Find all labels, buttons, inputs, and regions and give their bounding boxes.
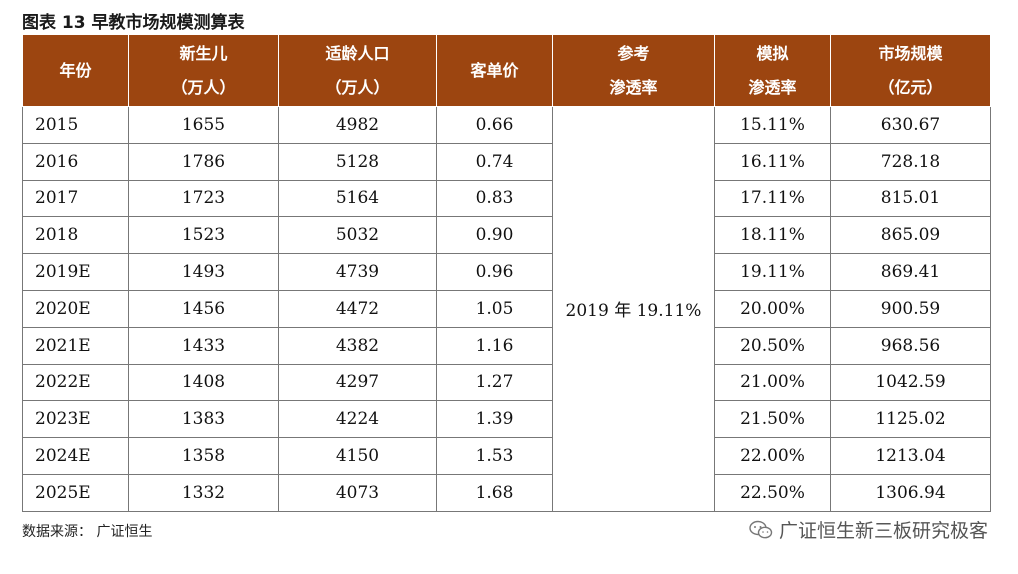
watermark-text: 广证恒生新三板研究极客 bbox=[778, 520, 988, 542]
cell-market: 1213.04 bbox=[830, 437, 991, 475]
cell-sim-rate: 19.11% bbox=[714, 253, 831, 291]
header-newborn: 新生儿 （万人） bbox=[128, 34, 279, 107]
cell-newborn: 1433 bbox=[128, 326, 279, 365]
cell-price: 1.16 bbox=[436, 326, 553, 365]
cell-newborn: 1655 bbox=[128, 106, 279, 144]
cell-market: 900.59 bbox=[830, 289, 991, 328]
market-size-table: 年份 新生儿 （万人） 适龄人口 （万人） 客单价 参考 渗透率 模拟 渗透率 市场规模… bbox=[22, 34, 991, 512]
cell-sim-rate: 20.50% bbox=[714, 326, 831, 365]
cell-population: 4982 bbox=[278, 106, 437, 144]
cell-price: 1.53 bbox=[436, 437, 553, 475]
cell-year: 2025E bbox=[22, 473, 129, 512]
header-population: 适龄人口 （万人） bbox=[278, 34, 437, 107]
cell-market: 1306.94 bbox=[830, 473, 991, 512]
cell-price: 1.27 bbox=[436, 363, 553, 402]
table-row: 2020E 1456 4472 1.05 20.00% 900.59 bbox=[22, 289, 991, 328]
cell-newborn: 1332 bbox=[128, 473, 279, 512]
cell-sim-rate: 20.00% bbox=[714, 289, 831, 328]
table-row: 2021E 1433 4382 1.16 20.50% 968.56 bbox=[22, 326, 991, 365]
cell-market: 968.56 bbox=[830, 326, 991, 365]
cell-sim-rate: 21.00% bbox=[714, 363, 831, 402]
cell-newborn: 1456 bbox=[128, 289, 279, 328]
source-note: 数据来源： 广证恒生 bbox=[22, 524, 153, 540]
cell-population: 5032 bbox=[278, 216, 437, 255]
cell-year: 2019E bbox=[22, 253, 129, 291]
cell-year: 2017 bbox=[22, 179, 129, 218]
table-row: 2019E 1493 4739 0.96 19.11% 869.41 bbox=[22, 253, 991, 291]
wechat-icon bbox=[749, 520, 773, 538]
table-row: 2017 1723 5164 0.83 17.11% 815.01 bbox=[22, 179, 991, 218]
cell-price: 1.68 bbox=[436, 473, 553, 512]
cell-population: 5164 bbox=[278, 179, 437, 218]
cell-newborn: 1358 bbox=[128, 437, 279, 475]
cell-year: 2015 bbox=[22, 106, 129, 144]
cell-reference-rate: 2019 年 19.11% bbox=[552, 106, 715, 512]
table-row: 2018 1523 5032 0.90 18.11% 865.09 bbox=[22, 216, 991, 255]
cell-market: 1042.59 bbox=[830, 363, 991, 402]
table-row: 2022E 1408 4297 1.27 21.00% 1042.59 bbox=[22, 363, 991, 402]
cell-sim-rate: 22.00% bbox=[714, 437, 831, 475]
header-market: 市场规模 （亿元） bbox=[830, 34, 991, 107]
cell-year: 2024E bbox=[22, 437, 129, 475]
cell-year: 2018 bbox=[22, 216, 129, 255]
cell-newborn: 1523 bbox=[128, 216, 279, 255]
header-row: 年份 新生儿 （万人） 适龄人口 （万人） 客单价 参考 渗透率 模拟 渗透率 市场规模… bbox=[22, 34, 991, 107]
header-sim-rate: 模拟 渗透率 bbox=[714, 34, 831, 107]
cell-market: 630.67 bbox=[830, 106, 991, 144]
table-row: 2023E 1383 4224 1.39 21.50% 1125.02 bbox=[22, 400, 991, 439]
header-price: 客单价 bbox=[436, 34, 553, 107]
table-row: 2025E 1332 4073 1.68 22.50% 1306.94 bbox=[22, 473, 991, 512]
header-ref-rate: 参考 渗透率 bbox=[552, 34, 715, 107]
cell-newborn: 1383 bbox=[128, 400, 279, 439]
cell-market: 1125.02 bbox=[830, 400, 991, 439]
cell-year: 2023E bbox=[22, 400, 129, 439]
table-row: 2024E 1358 4150 1.53 22.00% 1213.04 bbox=[22, 437, 991, 475]
cell-year: 2020E bbox=[22, 289, 129, 328]
cell-market: 815.01 bbox=[830, 179, 991, 218]
cell-market: 865.09 bbox=[830, 216, 991, 255]
cell-price: 0.66 bbox=[436, 106, 553, 144]
cell-population: 4073 bbox=[278, 473, 437, 512]
cell-sim-rate: 15.11% bbox=[714, 106, 831, 144]
watermark: 广证恒生新三板研究极客 bbox=[749, 516, 988, 543]
cell-sim-rate: 18.11% bbox=[714, 216, 831, 255]
cell-population: 4472 bbox=[278, 289, 437, 328]
cell-sim-rate: 21.50% bbox=[714, 400, 831, 439]
cell-price: 0.96 bbox=[436, 253, 553, 291]
cell-population: 4739 bbox=[278, 253, 437, 291]
table-row: 2016 1786 5128 0.74 16.11% 728.18 bbox=[22, 142, 991, 181]
cell-market: 728.18 bbox=[830, 142, 991, 181]
header-year: 年份 bbox=[22, 34, 129, 107]
cell-year: 2016 bbox=[22, 142, 129, 181]
cell-sim-rate: 16.11% bbox=[714, 142, 831, 181]
cell-newborn: 1493 bbox=[128, 253, 279, 291]
cell-price: 0.90 bbox=[436, 216, 553, 255]
cell-newborn: 1408 bbox=[128, 363, 279, 402]
cell-population: 4382 bbox=[278, 326, 437, 365]
cell-year: 2021E bbox=[22, 326, 129, 365]
cell-sim-rate: 17.11% bbox=[714, 179, 831, 218]
cell-price: 1.05 bbox=[436, 289, 553, 328]
cell-market: 869.41 bbox=[830, 253, 991, 291]
cell-price: 1.39 bbox=[436, 400, 553, 439]
cell-population: 4224 bbox=[278, 400, 437, 439]
cell-population: 4150 bbox=[278, 437, 437, 475]
cell-price: 0.74 bbox=[436, 142, 553, 181]
table-title: 图表 13 早教市场规模测算表 bbox=[22, 13, 245, 33]
cell-newborn: 1723 bbox=[128, 179, 279, 218]
cell-year: 2022E bbox=[22, 363, 129, 402]
cell-price: 0.83 bbox=[436, 179, 553, 218]
cell-population: 4297 bbox=[278, 363, 437, 402]
cell-sim-rate: 22.50% bbox=[714, 473, 831, 512]
table-row: 2015 1655 4982 0.66 2019 年 19.11% 15.11% 630.6… bbox=[22, 106, 991, 512]
cell-population: 5128 bbox=[278, 142, 437, 181]
cell-newborn: 1786 bbox=[128, 142, 279, 181]
